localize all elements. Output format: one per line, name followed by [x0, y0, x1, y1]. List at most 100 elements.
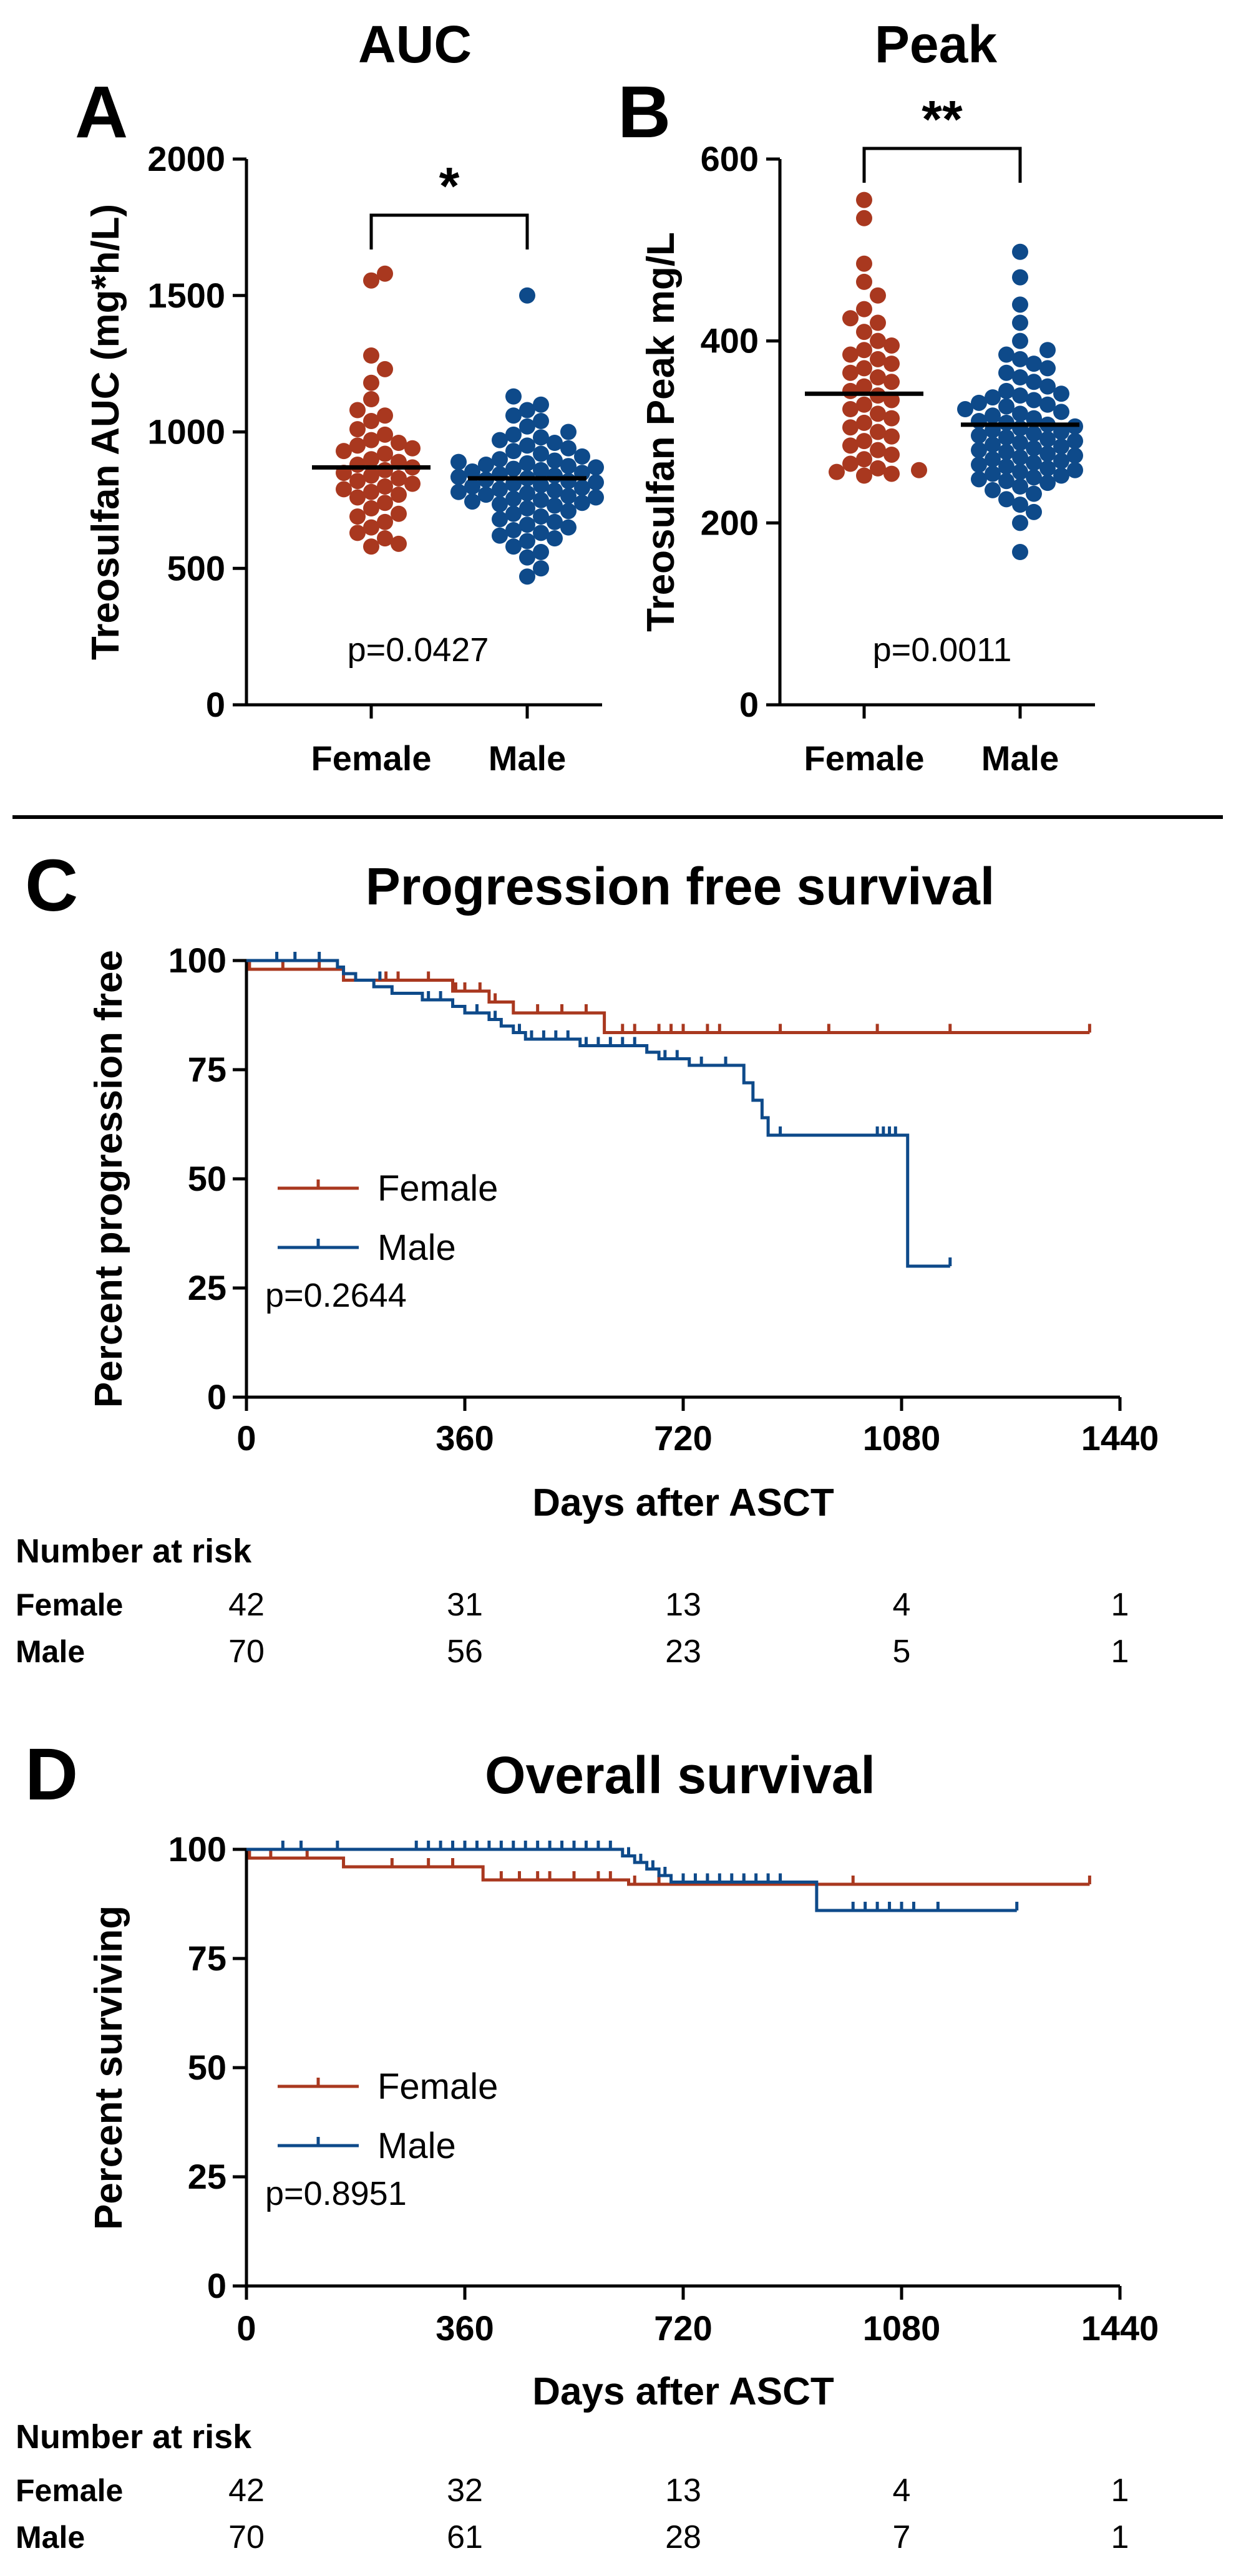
- male-data-point: [464, 478, 480, 495]
- p-value: p=0.0427: [348, 631, 489, 669]
- risk-count: 56: [447, 1634, 483, 1670]
- female-data-point: [870, 424, 886, 440]
- risk-count: 28: [665, 2519, 701, 2555]
- male-data-point: [533, 396, 549, 413]
- female-survival-curve: [246, 1847, 1090, 1886]
- male-data-point: [1012, 387, 1028, 404]
- risk-count: 13: [665, 1587, 701, 1623]
- male-data-point: [533, 445, 549, 462]
- male-data-point: [1012, 463, 1028, 480]
- male-data-point: [450, 453, 467, 470]
- female-data-point: [856, 360, 872, 377]
- male-data-point: [1026, 440, 1042, 457]
- female-data-point: [856, 273, 872, 290]
- female-data-point: [883, 446, 900, 463]
- y-tick-label: 75: [188, 1050, 226, 1089]
- male-data-point: [505, 460, 522, 477]
- male-data-point: [998, 346, 1015, 363]
- male-data-point: [574, 448, 590, 465]
- female-data-point: [377, 426, 393, 443]
- male-data-point: [464, 493, 480, 510]
- female-data-point: [336, 443, 352, 460]
- x-tick-label: 1080: [863, 2308, 941, 2348]
- male-data-point: [1026, 425, 1042, 442]
- female-survival-curve: [246, 959, 1090, 1034]
- male-data-point: [1012, 332, 1028, 349]
- male-data-point: [464, 463, 480, 480]
- chart-title: AUC: [358, 15, 472, 74]
- male-data-point: [519, 568, 535, 585]
- male-data-point: [1039, 360, 1056, 377]
- male-data-point: [533, 462, 549, 478]
- risk-count: 5: [893, 1634, 911, 1670]
- p-value: p=0.8951: [265, 2175, 407, 2212]
- male-data-point: [450, 483, 467, 500]
- female-data-point: [336, 481, 352, 498]
- female-data-point: [363, 451, 379, 468]
- male-data-point: [957, 401, 973, 418]
- female-data-point: [856, 301, 872, 317]
- male-data-point: [519, 533, 535, 550]
- male-data-point: [505, 538, 522, 555]
- female-data-point: [870, 351, 886, 367]
- male-survival-curve: [246, 1847, 1017, 1912]
- legend-label: Female: [377, 1168, 498, 1209]
- female-data-point: [363, 413, 379, 429]
- chart-title: Overall survival: [485, 1746, 875, 1804]
- male-data-point: [998, 458, 1015, 475]
- male-data-point: [1012, 269, 1028, 286]
- male-data-point: [985, 465, 1001, 482]
- female-data-point: [349, 421, 366, 438]
- female-data-point: [391, 435, 407, 451]
- x-tick-label: 0: [236, 1418, 256, 1458]
- y-tick-label: 0: [739, 685, 759, 724]
- x-tick-label: 1440: [1081, 2308, 1159, 2348]
- male-data-point: [971, 427, 987, 444]
- legend-label: Male: [377, 1227, 456, 1268]
- risk-count: 4: [893, 1587, 911, 1623]
- x-tick-label: 1440: [1081, 1418, 1159, 1458]
- male-data-point: [1053, 404, 1069, 420]
- male-data-point: [505, 522, 522, 538]
- male-data-point: [1067, 462, 1083, 478]
- male-data-point: [588, 459, 604, 476]
- panel-letter: B: [618, 71, 671, 153]
- male-data-point: [985, 407, 1001, 424]
- female-data-point: [870, 287, 886, 304]
- male-data-point: [533, 491, 549, 508]
- female-data-point: [349, 437, 366, 454]
- risk-count: 61: [447, 2519, 483, 2555]
- male-data-point: [1026, 374, 1042, 390]
- female-data-point: [363, 500, 379, 516]
- y-axis-label: Treosulfan AUC (mg*h/L): [84, 204, 127, 660]
- risk-count: 31: [447, 1587, 483, 1623]
- male-data-point: [1039, 342, 1056, 359]
- male-data-point: [560, 488, 577, 505]
- risk-count: 1: [1111, 2519, 1129, 2555]
- risk-table-header: Number at risk: [16, 2418, 252, 2456]
- female-data-point: [842, 364, 859, 381]
- female-data-point: [829, 463, 845, 480]
- male-data-point: [1039, 396, 1056, 413]
- male-data-point: [588, 489, 604, 506]
- x-tick-label: Female: [311, 738, 432, 778]
- y-tick-label: 50: [188, 2048, 226, 2087]
- panel-a: A AUC 0 500 1000 1500 2000 Female Male Treosulfan…: [75, 15, 604, 778]
- male-data-point: [547, 530, 563, 547]
- male-data-point: [998, 473, 1015, 490]
- female-data-point: [856, 324, 872, 341]
- x-tick-label: 720: [654, 1418, 712, 1458]
- female-data-point: [856, 191, 872, 208]
- male-data-point: [971, 394, 987, 411]
- male-data-point: [519, 402, 535, 419]
- significance-bracket: [862, 147, 1022, 183]
- female-data-point: [377, 445, 393, 462]
- x-tick-label: 0: [236, 2308, 256, 2348]
- female-data-point: [377, 361, 393, 377]
- male-data-point: [560, 503, 577, 520]
- male-data-point: [533, 544, 549, 560]
- female-data-point: [911, 462, 927, 478]
- female-data-point: [349, 525, 366, 541]
- male-data-point: [505, 443, 522, 460]
- female-data-point: [349, 508, 366, 525]
